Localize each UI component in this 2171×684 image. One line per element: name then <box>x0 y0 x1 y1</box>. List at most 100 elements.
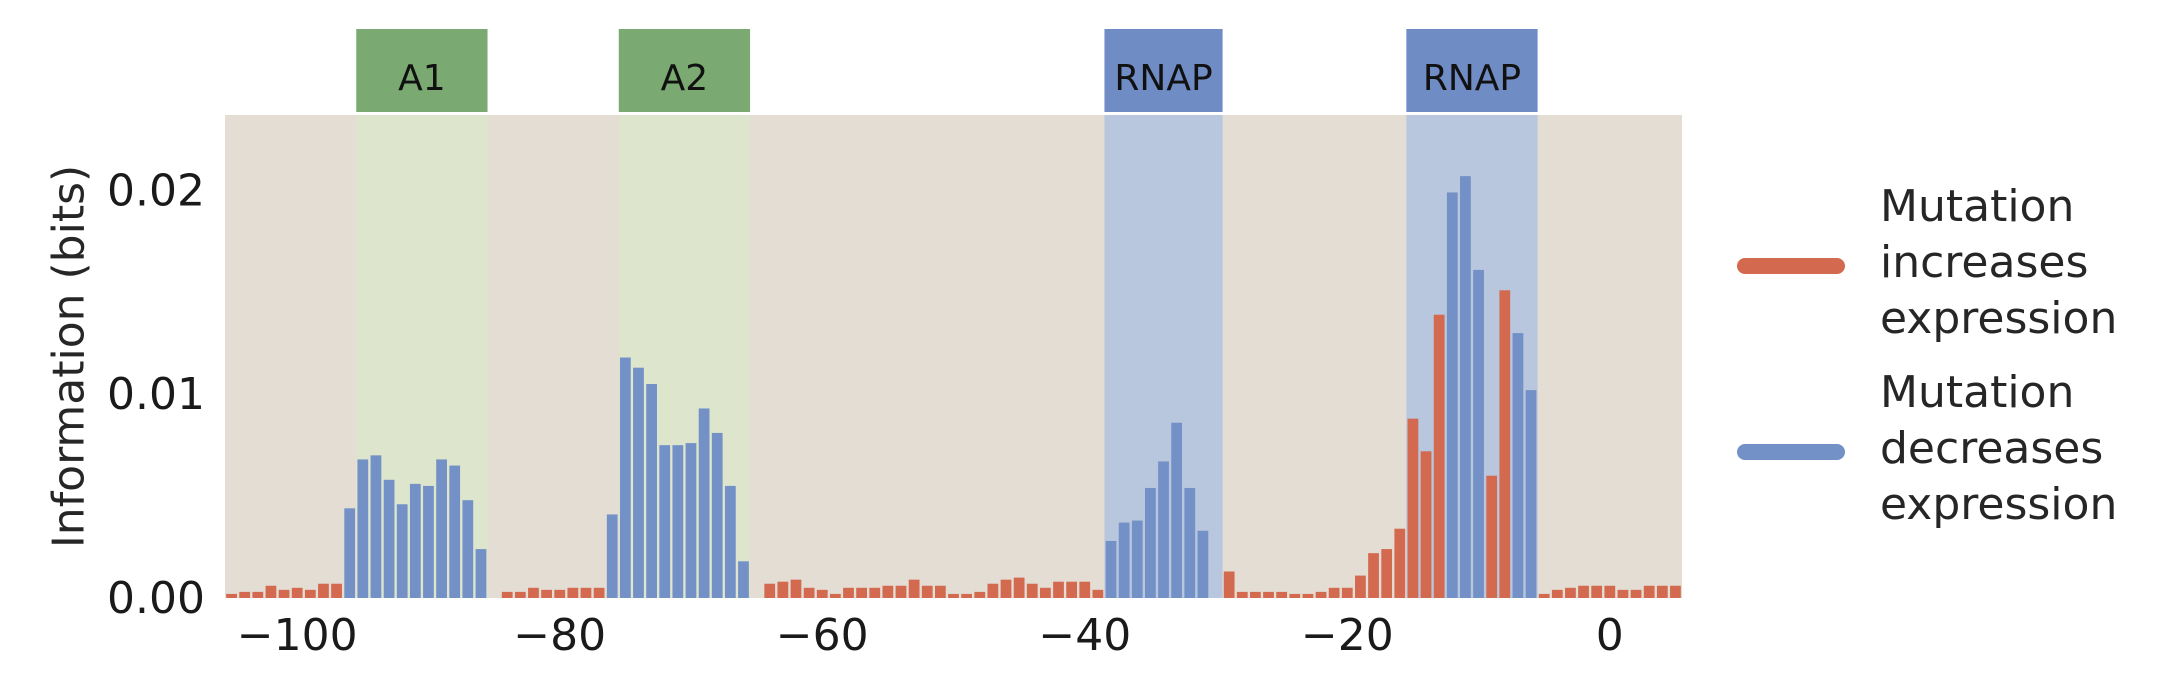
y-axis-ticks: 0.00 0.01 0.02 <box>107 165 205 624</box>
x-axis-ticks: −100 −80 −60 −40 −20 0 <box>237 610 1624 661</box>
bar-increase-52 <box>1341 587 1353 598</box>
bar-decrease-28 <box>1184 487 1196 598</box>
bars <box>226 176 1681 599</box>
bar-increase-25 <box>869 587 881 598</box>
bar-increase-24 <box>856 587 867 598</box>
bar-decrease-32 <box>1473 269 1484 598</box>
bar-increase-17 <box>764 583 776 598</box>
bar-increase-42 <box>1092 589 1104 598</box>
bar-increase-0 <box>226 593 237 598</box>
region-label-3: RNAP <box>1423 58 1521 99</box>
bar-decrease-27 <box>1171 422 1183 598</box>
bar-increase-46 <box>1263 591 1274 598</box>
bar-increase-65 <box>1578 585 1589 598</box>
y-tick-label: 0.00 <box>107 573 205 624</box>
bar-increase-21 <box>816 589 828 598</box>
x-tick-label: 0 <box>1596 610 1624 661</box>
bar-increase-8 <box>331 583 342 598</box>
bar-decrease-4 <box>396 504 408 598</box>
bar-increase-48 <box>1289 593 1301 598</box>
bar-increase-35 <box>1000 579 1012 598</box>
region-label-0: A1 <box>398 58 446 99</box>
bar-decrease-34 <box>1525 390 1537 598</box>
bar-increase-60 <box>1486 475 1498 598</box>
bar-increase-51 <box>1328 587 1340 598</box>
bar-decrease-7 <box>436 459 447 598</box>
bar-increase-44 <box>1236 591 1248 598</box>
bar-increase-61 <box>1499 290 1511 598</box>
bar-increase-15 <box>580 587 592 598</box>
bar-decrease-8 <box>449 465 461 598</box>
bar-decrease-10 <box>475 549 487 598</box>
bar-decrease-15 <box>659 445 671 598</box>
bar-increase-72 <box>1670 585 1681 598</box>
bar-increase-41 <box>1079 581 1091 598</box>
bar-increase-10 <box>514 591 526 598</box>
bar-increase-38 <box>1040 587 1051 598</box>
bar-decrease-25 <box>1145 487 1156 598</box>
bar-decrease-9 <box>462 500 474 598</box>
bar-decrease-33 <box>1512 333 1524 598</box>
region-labels: A1 A2 RNAP RNAP <box>356 29 1538 112</box>
bar-increase-50 <box>1315 591 1327 598</box>
bar-decrease-21 <box>738 561 749 598</box>
legend-text-decrease-1: Mutation <box>1880 367 2074 418</box>
bar-increase-64 <box>1565 587 1576 598</box>
bar-increase-27 <box>895 585 907 598</box>
bar-decrease-19 <box>711 432 723 598</box>
bar-increase-58 <box>1420 451 1432 598</box>
bar-increase-56 <box>1394 528 1406 598</box>
bar-increase-57 <box>1407 418 1419 598</box>
bar-increase-55 <box>1381 549 1393 598</box>
bar-increase-45 <box>1250 591 1261 598</box>
bar-decrease-3 <box>383 479 395 598</box>
region-label-2: RNAP <box>1114 58 1212 99</box>
bar-increase-71 <box>1656 585 1668 598</box>
bar-increase-26 <box>882 585 894 598</box>
bar-decrease-13 <box>633 367 644 598</box>
bar-decrease-31 <box>1460 176 1471 599</box>
bar-increase-33 <box>974 591 986 598</box>
region-label-1: A2 <box>661 58 709 99</box>
bar-decrease-30 <box>1446 192 1458 598</box>
bar-increase-28 <box>908 579 920 598</box>
x-tick-label: −80 <box>513 610 606 661</box>
bar-decrease-23 <box>1118 522 1130 598</box>
bar-decrease-16 <box>672 445 684 598</box>
bar-increase-66 <box>1591 585 1603 598</box>
bar-increase-1 <box>239 591 251 598</box>
bar-increase-49 <box>1302 593 1314 598</box>
bar-increase-62 <box>1538 593 1550 598</box>
bar-decrease-12 <box>619 357 631 598</box>
bar-increase-32 <box>961 593 973 598</box>
legend-text-decrease-2: decreases <box>1880 423 2103 474</box>
bar-decrease-18 <box>698 408 710 598</box>
bar-increase-9 <box>501 591 513 598</box>
bar-increase-63 <box>1551 589 1563 598</box>
bar-increase-3 <box>265 585 277 598</box>
bar-decrease-5 <box>409 483 421 598</box>
bar-increase-23 <box>843 587 854 598</box>
legend-text-decrease-3: expression <box>1880 479 2117 530</box>
bar-increase-12 <box>541 589 552 598</box>
bar-decrease-26 <box>1158 461 1169 598</box>
bar-decrease-24 <box>1131 520 1143 598</box>
legend: Mutation increases expression Mutation d… <box>1737 181 2117 530</box>
bar-increase-69 <box>1630 589 1642 598</box>
bar-increase-47 <box>1276 591 1288 598</box>
bar-increase-53 <box>1355 575 1366 598</box>
bar-increase-37 <box>1026 583 1038 598</box>
bar-increase-22 <box>829 593 841 598</box>
legend-text-increase-3: expression <box>1880 293 2117 344</box>
bar-increase-67 <box>1604 585 1616 598</box>
bar-decrease-1 <box>357 459 369 598</box>
bar-increase-40 <box>1066 581 1078 598</box>
legend-text-increase-1: Mutation <box>1880 181 2074 232</box>
bar-decrease-22 <box>1105 540 1117 598</box>
bar-decrease-6 <box>423 485 434 598</box>
bar-decrease-2 <box>370 455 382 598</box>
bar-increase-19 <box>790 579 802 598</box>
bar-decrease-20 <box>724 485 736 598</box>
bar-increase-4 <box>278 589 290 598</box>
